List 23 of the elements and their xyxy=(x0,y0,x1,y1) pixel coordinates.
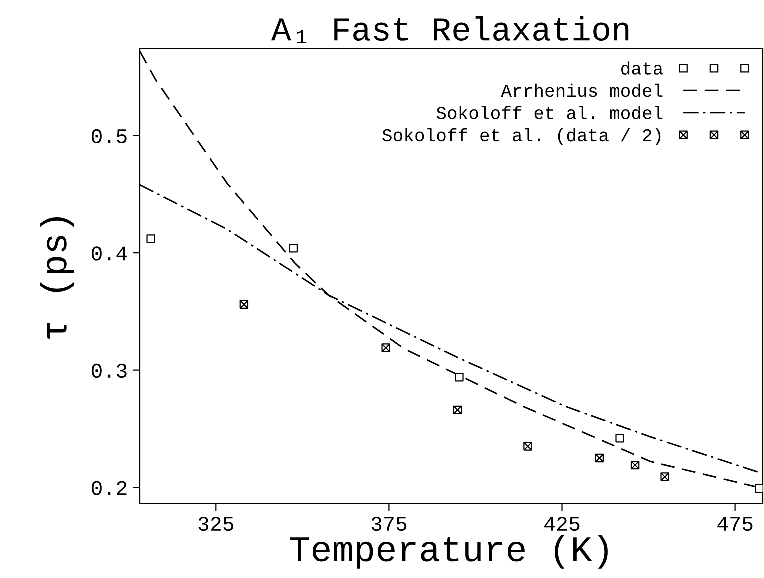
point xyxy=(524,442,532,451)
legend-label: Sokoloff et al. (data / 2) xyxy=(382,128,661,146)
x-axis-title: Temperature (K) xyxy=(290,535,608,569)
point xyxy=(289,244,298,253)
legend-label: data xyxy=(622,62,664,75)
y-tick-label: 0.4 xyxy=(92,246,128,261)
point xyxy=(382,344,390,352)
x-tick-label: 325 xyxy=(198,516,234,532)
legend-label: Sokoloff et al. model xyxy=(436,106,663,120)
y-tick-label: 0.2 xyxy=(92,481,127,496)
point xyxy=(755,484,763,494)
point xyxy=(616,434,624,443)
point xyxy=(455,372,464,382)
y-axis-title: τ (ps) xyxy=(40,218,74,339)
x-tick-label: 425 xyxy=(544,516,580,532)
legend-label: Arrhenius model xyxy=(501,84,663,98)
chart-title: A₁ Fast Relaxation xyxy=(271,16,629,44)
point xyxy=(146,234,156,244)
x-tick-label: 475 xyxy=(718,517,753,532)
y-tick-label: 0.3 xyxy=(92,364,127,378)
x-tick-label: 375 xyxy=(372,516,407,532)
point xyxy=(660,472,670,482)
y-tick-label: 0.5 xyxy=(92,129,127,144)
